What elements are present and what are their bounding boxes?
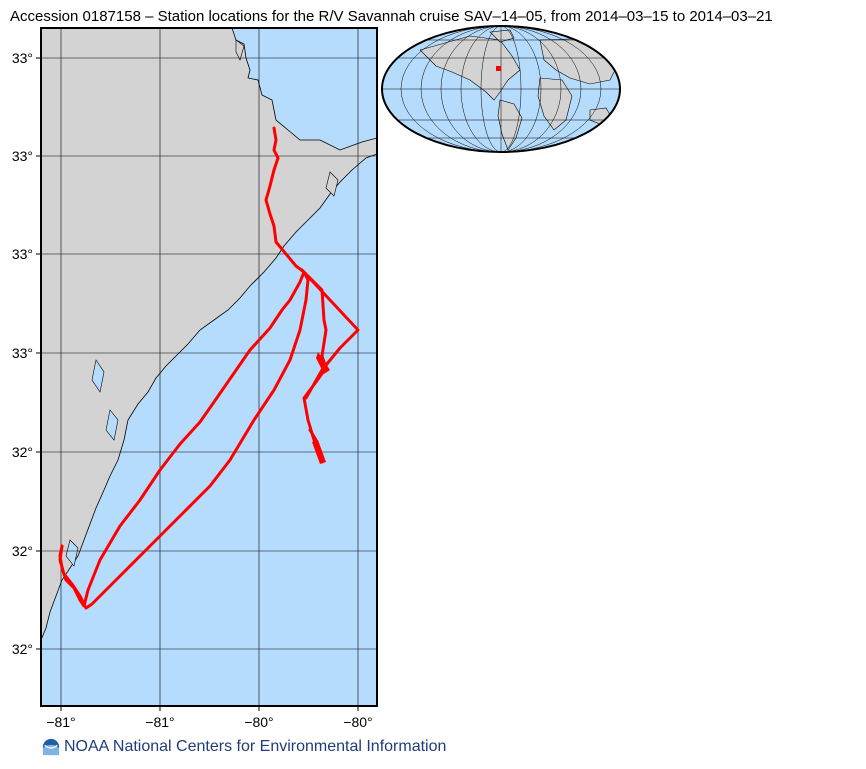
map-frame	[40, 27, 378, 707]
inset-globe	[381, 25, 621, 153]
graticule	[41, 28, 377, 706]
y-tick-label: 32°	[12, 543, 33, 559]
noaa-logo-icon	[42, 738, 60, 756]
y-tick-label: 33°	[12, 345, 33, 361]
main-map	[41, 28, 377, 706]
y-tick-label: 33°	[12, 246, 33, 262]
cruise-location-marker	[496, 66, 501, 71]
y-tick-label: 32°	[12, 444, 33, 460]
y-tick-label: 33°	[12, 148, 33, 164]
y-tick-label: 32°	[12, 641, 33, 657]
x-tick-label: −81°	[145, 714, 174, 730]
x-tick-label: −80°	[244, 714, 273, 730]
y-tick-label: 33°	[12, 50, 33, 66]
cruise-track	[58, 126, 360, 610]
footer-credit: NOAA National Centers for Environmental …	[42, 738, 446, 756]
x-tick-marks	[60, 706, 359, 711]
x-tick-label: −81°	[46, 714, 75, 730]
y-tick-marks	[36, 57, 41, 650]
map-title: Accession 0187158 – Station locations fo…	[10, 8, 773, 25]
footer-text: NOAA National Centers for Environmental …	[64, 738, 447, 755]
x-tick-label: −80°	[343, 714, 372, 730]
land-area	[41, 28, 377, 641]
